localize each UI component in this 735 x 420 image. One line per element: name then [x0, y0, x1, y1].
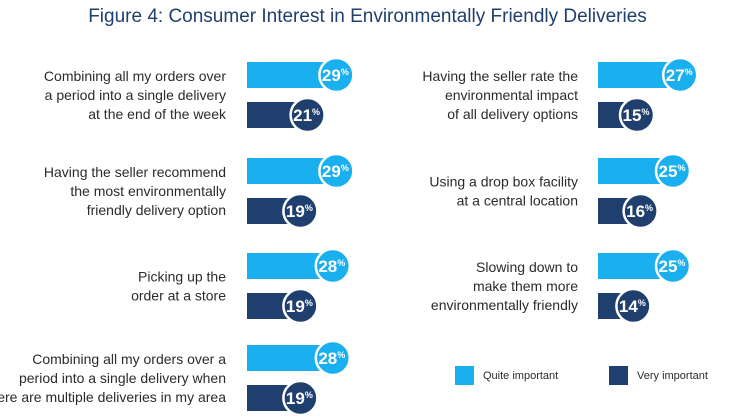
- category-4-quite-badge: [661, 56, 699, 94]
- category-4-label-line: environmental impact: [445, 87, 578, 103]
- category-6-quite-value-suffix: %: [677, 258, 685, 268]
- category-5-label-line: Using a drop box facility: [429, 174, 578, 190]
- category-2-label: Picking up the order at a store: [131, 269, 226, 304]
- category-3-quite-value-suffix: %: [337, 350, 345, 360]
- category-2-very-badge: [282, 287, 319, 325]
- category-6-label-line: Slowing down to: [476, 259, 578, 275]
- legend-label-0: Quite important: [483, 370, 558, 382]
- category-3-label-line: Combining all my orders over a: [32, 351, 226, 367]
- category-3-label: Combining all my orders over a period int…: [0, 351, 226, 405]
- category-0-quite-badge: [318, 56, 355, 94]
- legend-label-1: Very important: [637, 370, 708, 382]
- category-1-label: Having the seller recommend the most envi…: [44, 164, 226, 218]
- category-4-very-badge: [618, 96, 656, 134]
- category-1-label-line: the most environmentally: [70, 183, 226, 199]
- category-0-very-value-suffix: %: [312, 107, 320, 117]
- category-6-label-line: make them more: [473, 278, 578, 294]
- category-5-quite-badge: [654, 152, 692, 190]
- category-1-very-badge: [282, 192, 319, 230]
- category-1-very-value-suffix: %: [305, 203, 313, 213]
- category-3-label-line: period into a single delivery when: [19, 370, 226, 386]
- category-4-quite-value-suffix: %: [685, 67, 693, 77]
- category-4-label-line: of all delivery options: [447, 106, 578, 122]
- category-4-label: Having the seller rate the environmental …: [422, 68, 578, 122]
- category-0-label-line: a period into a single delivery: [45, 87, 226, 103]
- category-4-very-value-suffix: %: [641, 107, 649, 117]
- category-6-quite-badge: [654, 247, 692, 285]
- category-5-label: Using a drop box facility at a central lo…: [429, 174, 578, 209]
- category-3-very-value-suffix: %: [305, 390, 313, 400]
- category-1-label-line: Having the seller recommend: [44, 164, 226, 180]
- category-5-quite-value-suffix: %: [677, 163, 685, 173]
- category-0-label-line: at the end of the week: [88, 106, 227, 122]
- category-2-very-value-suffix: %: [305, 298, 313, 308]
- category-6-label-line: environmentally friendly: [431, 297, 578, 313]
- category-0-label-line: Combining all my orders over: [44, 68, 226, 84]
- category-0-quite-value-suffix: %: [341, 67, 349, 77]
- category-1-quite-badge: [318, 152, 355, 190]
- category-5-label-line: at a central location: [457, 193, 578, 209]
- category-6-label: Slowing down to make them more environment…: [431, 259, 578, 313]
- chart-title: Figure 4: Consumer Interest in Environme…: [88, 6, 647, 27]
- category-4-label-line: Having the seller rate the: [422, 68, 578, 84]
- category-0-very-badge: [289, 96, 326, 134]
- legend-swatch-0: [455, 366, 474, 385]
- category-6-very-value-suffix: %: [638, 298, 646, 308]
- category-2-quite-badge: [314, 247, 352, 285]
- category-2-label-line: Picking up the: [138, 269, 226, 285]
- category-0-label: Combining all my orders over a period int…: [44, 68, 227, 122]
- category-5-very-badge: [622, 192, 659, 230]
- category-5-very-value-suffix: %: [645, 203, 653, 213]
- category-2-quite-value-suffix: %: [337, 258, 345, 268]
- category-6-very-badge: [615, 287, 652, 325]
- category-2-label-line: order at a store: [131, 288, 226, 304]
- category-3-very-badge: [282, 379, 319, 417]
- category-3-quite-badge: [314, 339, 352, 377]
- category-1-label-line: friendly delivery option: [87, 202, 226, 218]
- category-3-label-line: there are multiple deliveries in my area: [0, 389, 226, 405]
- category-1-quite-value-suffix: %: [341, 163, 349, 173]
- legend-swatch-1: [609, 366, 628, 385]
